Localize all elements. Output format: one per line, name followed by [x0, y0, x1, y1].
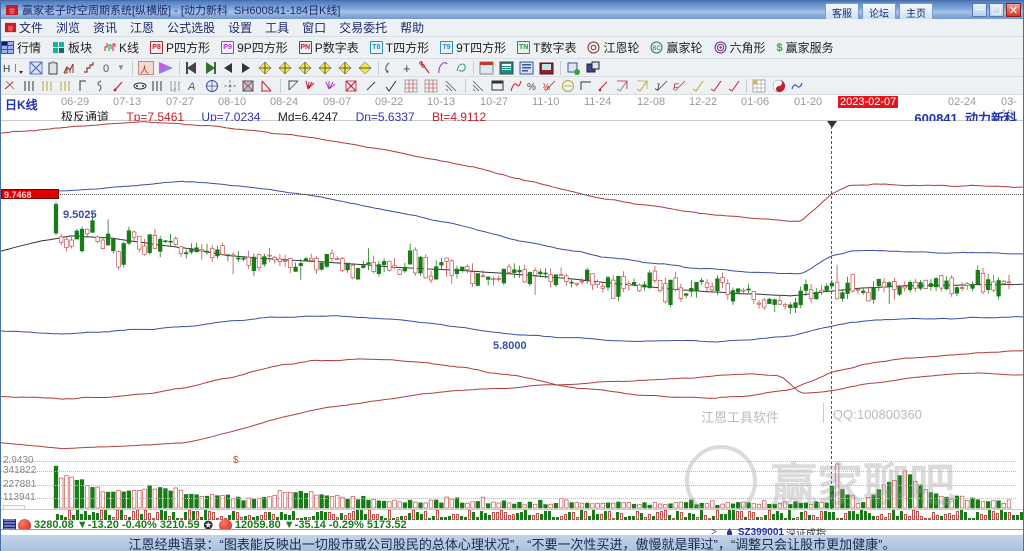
svg-text:0: 0 — [103, 63, 109, 75]
svg-text:F: F — [673, 82, 679, 92]
svg-text:%: % — [527, 82, 536, 93]
svg-text:A: A — [187, 81, 195, 93]
svg-text:H: H — [3, 64, 10, 75]
svg-text:n2: n2 — [171, 88, 177, 93]
svg-text:人: 人 — [140, 65, 149, 75]
svg-text:BC: BC — [653, 46, 662, 52]
svg-text:+: + — [403, 61, 411, 75]
